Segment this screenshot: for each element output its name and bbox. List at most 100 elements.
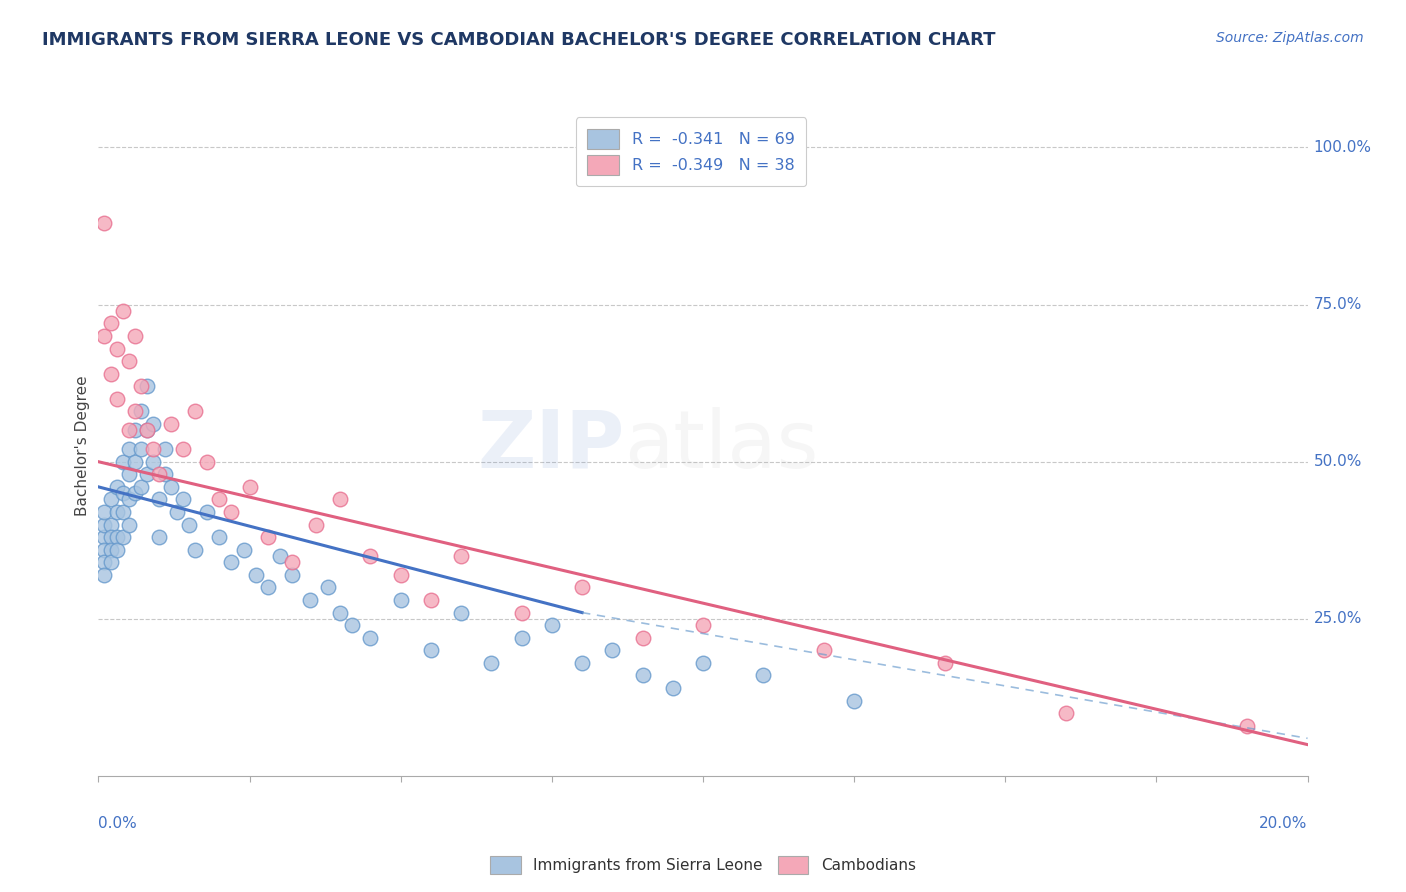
Point [111,530,134,544]
Point [111,455,134,469]
Point [129,379,152,393]
Text: 20.0%: 20.0% [1260,815,1308,830]
Legend: Immigrants from Sierra Leone, Cambodians: Immigrants from Sierra Leone, Cambodians [484,850,922,880]
Point [329,606,352,620]
Point [239,480,262,494]
Point [93,555,115,569]
Point [256,581,278,595]
Point [142,417,165,431]
Y-axis label: Bachelor's Degree: Bachelor's Degree [75,376,90,516]
Point [111,303,134,318]
Point [184,542,207,557]
Point [571,581,593,595]
Point [160,417,183,431]
Text: ZIP: ZIP [477,407,624,485]
Point [221,555,243,569]
Point [450,606,472,620]
Point [195,505,218,519]
Point [105,480,128,494]
Point [124,423,146,437]
Point [93,216,115,230]
Point [153,442,176,457]
Point [184,404,207,418]
Point [118,467,141,482]
Point [129,404,152,418]
Point [281,567,304,582]
Point [124,329,146,343]
Point [208,492,231,507]
Point [93,542,115,557]
Point [111,505,134,519]
Point [93,329,115,343]
Point [221,505,243,519]
Legend: R =  -0.341   N = 69, R =  -0.349   N = 38: R = -0.341 N = 69, R = -0.349 N = 38 [576,118,806,186]
Point [153,467,176,482]
Point [124,455,146,469]
Point [299,593,322,607]
Point [389,593,412,607]
Point [389,567,412,582]
Point [631,668,654,682]
Point [481,656,503,670]
Point [631,631,654,645]
Point [100,555,122,569]
Point [135,423,157,437]
Point [100,517,122,532]
Point [93,517,115,532]
Point [118,442,141,457]
Point [208,530,231,544]
Point [692,618,714,632]
Point [281,555,304,569]
Point [124,404,146,418]
Point [105,530,128,544]
Point [135,423,157,437]
Point [166,505,188,519]
Point [105,392,128,406]
Point [160,480,183,494]
Point [177,517,201,532]
Point [118,423,141,437]
Point [360,631,382,645]
Point [135,379,157,393]
Point [100,492,122,507]
Point [316,581,339,595]
Text: atlas: atlas [624,407,818,485]
Point [510,606,533,620]
Point [124,486,146,500]
Point [256,530,278,544]
Text: 100.0%: 100.0% [1313,140,1372,155]
Text: 50.0%: 50.0% [1313,454,1362,469]
Point [450,549,472,563]
Point [510,631,533,645]
Point [111,486,134,500]
Point [148,467,170,482]
Point [245,567,267,582]
Point [172,442,194,457]
Point [329,492,352,507]
Point [305,517,328,532]
Point [118,354,141,368]
Point [142,442,165,457]
Text: Source: ZipAtlas.com: Source: ZipAtlas.com [1216,31,1364,45]
Point [269,549,291,563]
Point [142,455,165,469]
Point [602,643,624,657]
Point [195,455,218,469]
Point [692,656,714,670]
Point [100,542,122,557]
Text: 0.0%: 0.0% [98,815,138,830]
Point [148,492,170,507]
Point [172,492,194,507]
Text: 75.0%: 75.0% [1313,297,1362,312]
Point [342,618,364,632]
Text: 25.0%: 25.0% [1313,611,1362,626]
Point [105,542,128,557]
Point [118,492,141,507]
Point [232,542,254,557]
Point [661,681,683,695]
Point [1054,706,1077,721]
Point [129,480,152,494]
Point [100,317,122,331]
Point [93,505,115,519]
Point [844,693,866,707]
